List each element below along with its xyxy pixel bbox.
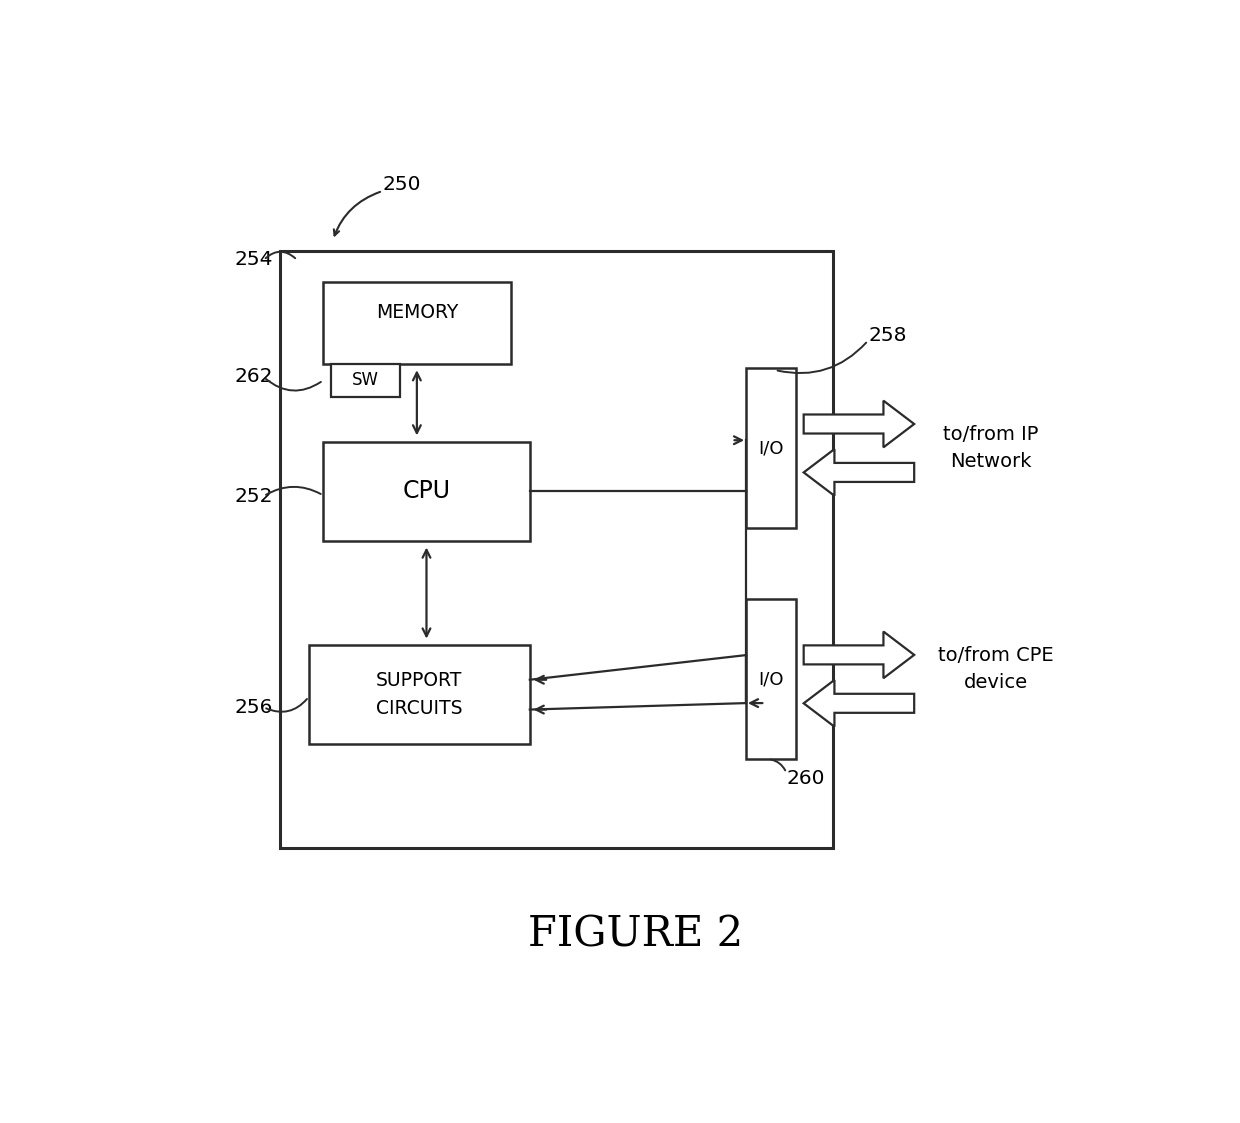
Text: to/from CPE
device: to/from CPE device [939,647,1054,692]
Text: 252: 252 [234,486,273,505]
Bar [324,282,511,364]
Polygon shape [883,631,914,678]
Bar [331,364,401,396]
Polygon shape [804,631,914,678]
Text: SW: SW [352,372,379,390]
Text: 262: 262 [234,367,273,386]
Text: MEMORY: MEMORY [376,303,458,322]
Bar [804,414,883,433]
Bar [324,441,529,541]
Bar [280,252,832,848]
Text: 260: 260 [786,768,825,787]
Text: SUPPORT
CIRCUITS: SUPPORT CIRCUITS [376,672,463,719]
Polygon shape [804,679,914,727]
Text: CPU: CPU [403,480,450,503]
Text: 258: 258 [868,326,906,345]
Text: FIGURE 2: FIGURE 2 [528,914,743,956]
Text: 250: 250 [383,174,422,193]
Text: I/O: I/O [758,439,784,457]
Polygon shape [883,401,914,447]
Text: 256: 256 [234,697,273,716]
Text: to/from IP
Network: to/from IP Network [944,424,1039,471]
Text: I/O: I/O [758,670,784,688]
Text: 254: 254 [234,249,273,268]
Bar [804,646,883,665]
Polygon shape [804,401,914,447]
Bar [746,368,796,528]
Bar [309,645,529,745]
Polygon shape [804,449,914,495]
Bar [746,599,796,759]
